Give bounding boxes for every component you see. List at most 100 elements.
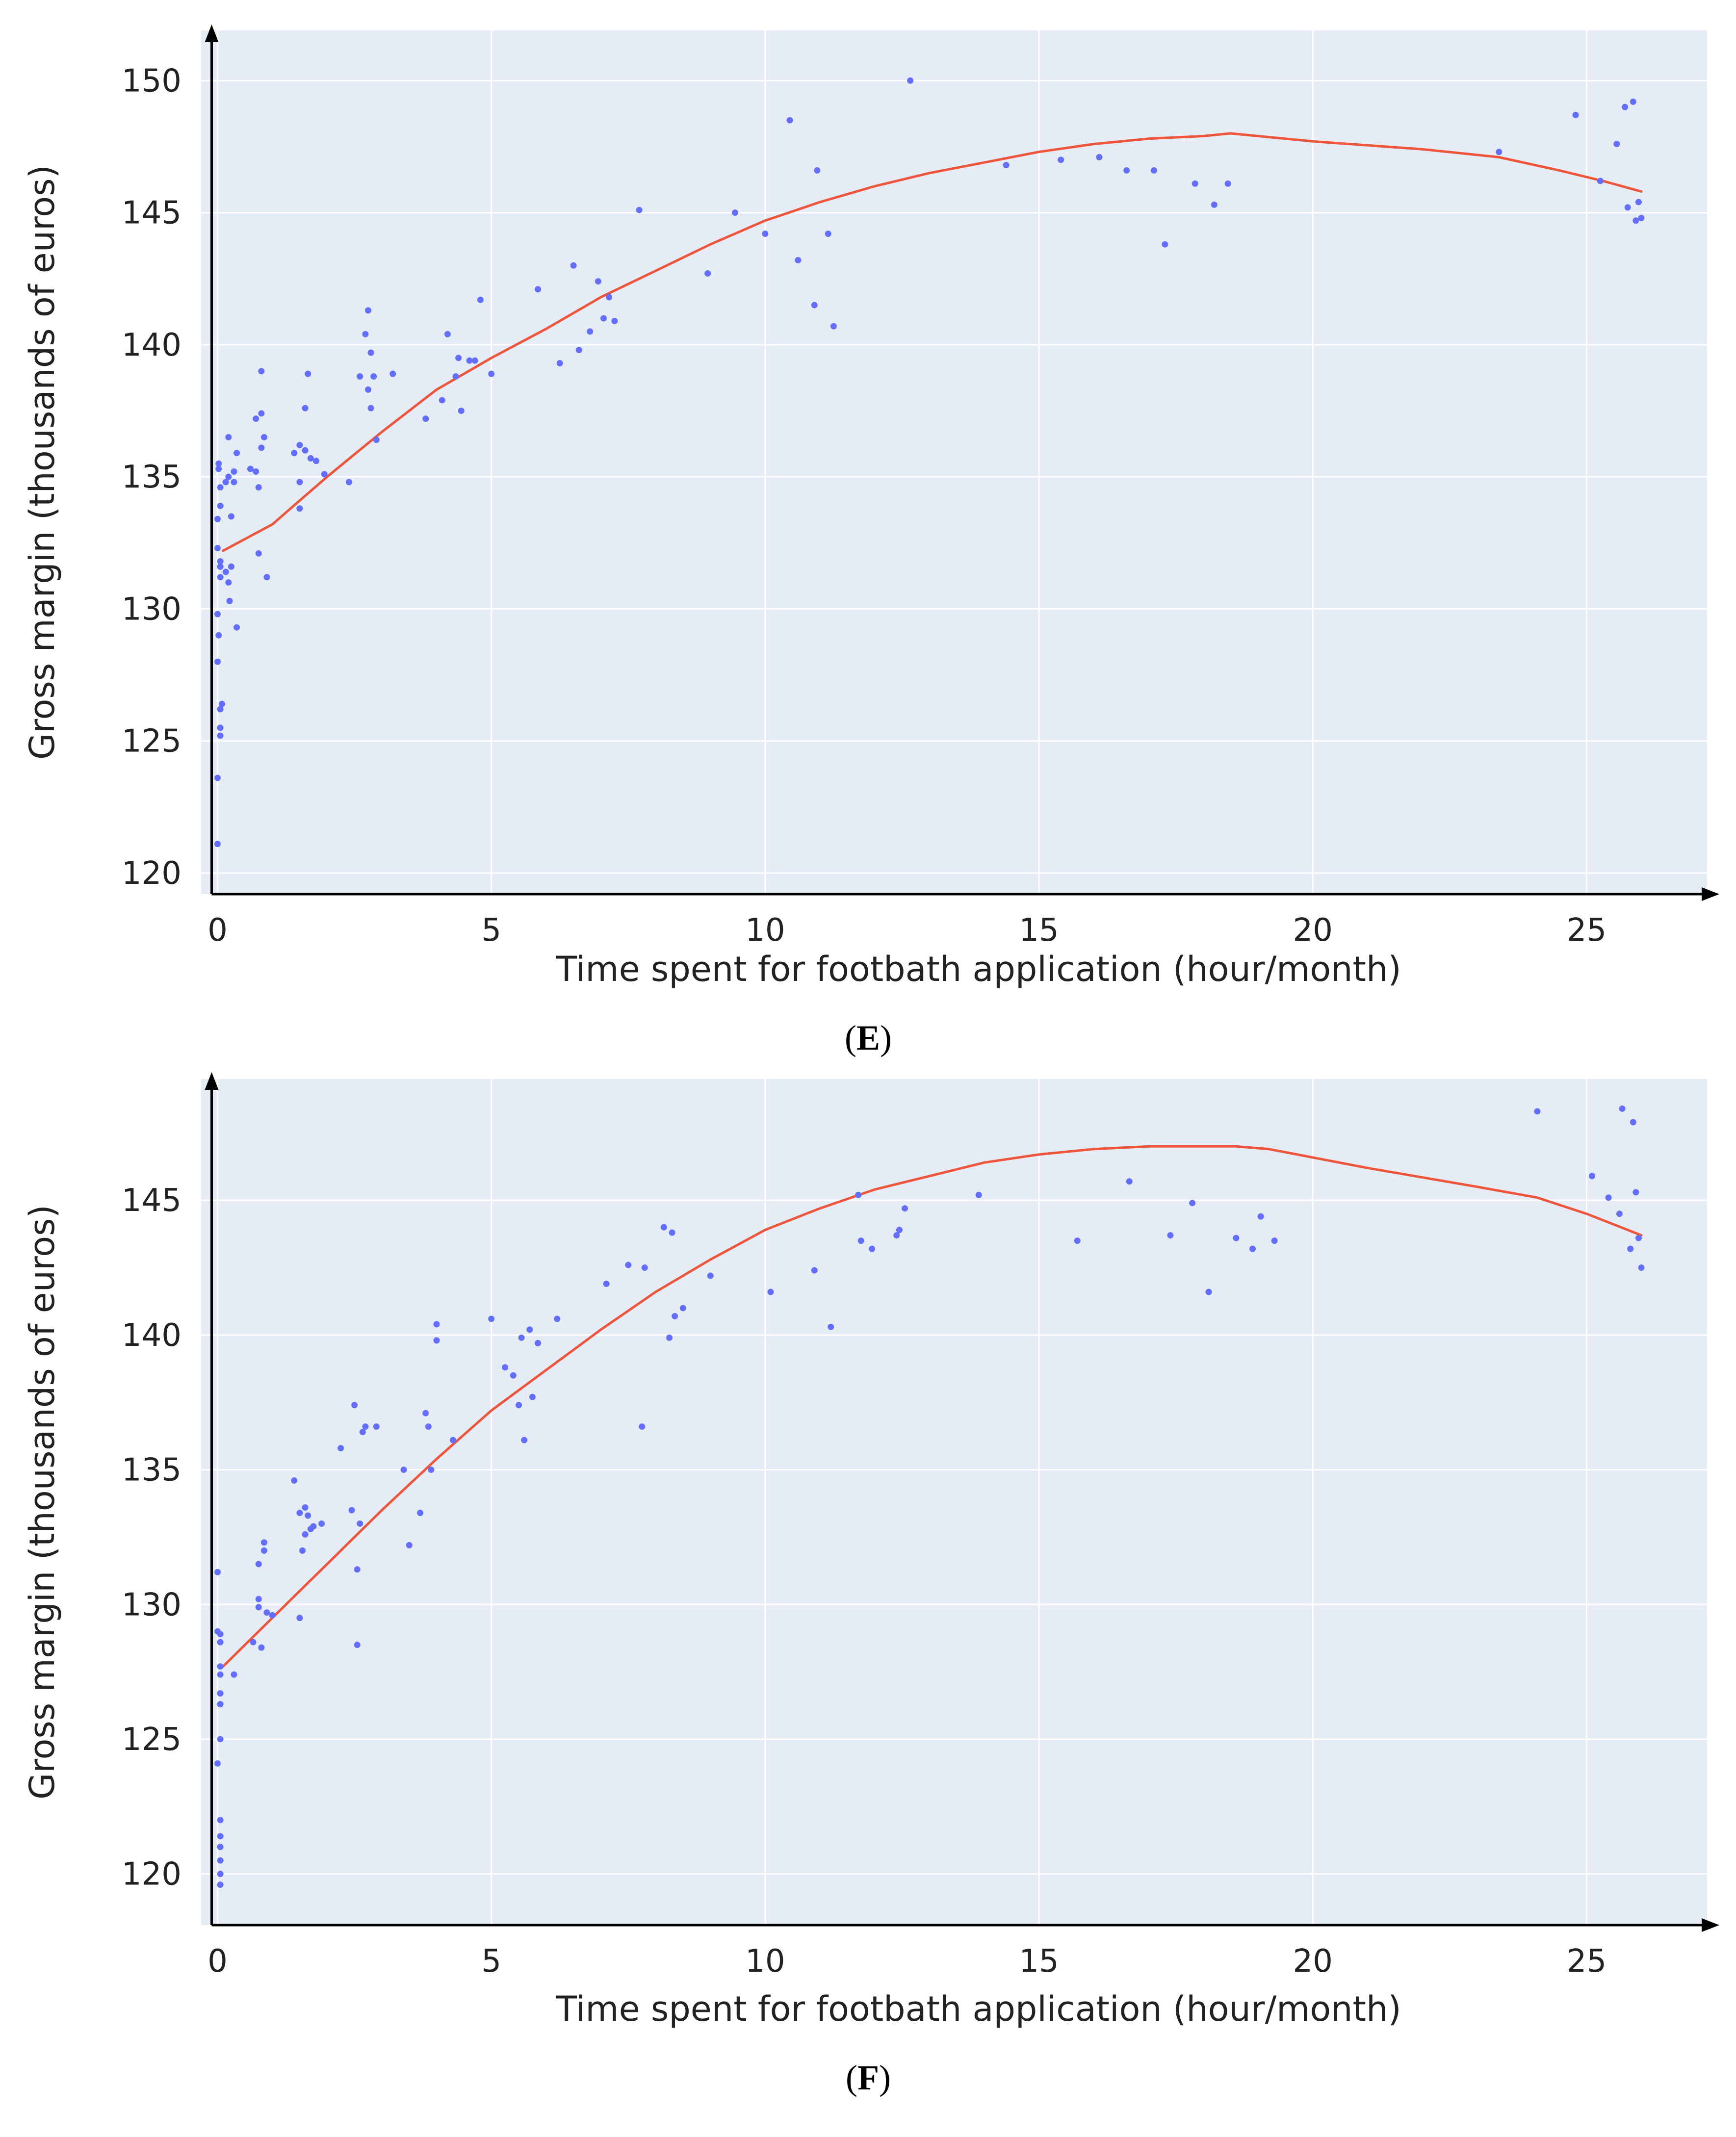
- panel-f-data-point-79: [869, 1245, 876, 1252]
- panel-e-data-point-95: [1162, 241, 1168, 248]
- panel-f-data-point-98: [1627, 1245, 1634, 1252]
- panel-f-data-point-45: [400, 1467, 407, 1473]
- panel-e-data-point-63: [452, 373, 459, 380]
- panel-f-data-point-52: [433, 1337, 440, 1344]
- panel-e-data-point-35: [258, 410, 265, 417]
- panel-e-data-point-66: [466, 357, 473, 364]
- panel-e-x-axis-arrow: [1702, 887, 1719, 901]
- panel-f-data-point-40: [354, 1642, 361, 1648]
- panel-e-data-point-107: [1635, 199, 1642, 206]
- panel-e-caption: (E): [845, 1018, 892, 1057]
- panel-f-data-point-12: [217, 1639, 224, 1646]
- panel-f-y-tick-label-2: 130: [122, 1587, 181, 1623]
- panel-e-data-point-29: [233, 624, 240, 631]
- panel-f-data-point-10: [217, 1671, 224, 1678]
- panel-e-data-point-55: [367, 349, 374, 356]
- panel-e-x-tick-label-2: 10: [745, 912, 785, 949]
- panel-f-data-point-85: [1126, 1178, 1133, 1185]
- panel-e-data-point-7: [215, 632, 222, 639]
- panel-e-data-point-9: [217, 574, 224, 581]
- panel-f-caption-letter: F: [857, 2058, 879, 2097]
- panel-e-data-point-106: [1632, 217, 1639, 224]
- panel-f-data-point-73: [707, 1272, 714, 1279]
- panel-e-data-point-50: [345, 479, 352, 486]
- panel-e-data-point-36: [258, 444, 265, 451]
- panel-f-y-axis-arrow: [205, 1072, 219, 1090]
- panel-f-data-point-49: [425, 1423, 432, 1430]
- panel-f-y-tick-label-1: 125: [122, 1722, 181, 1758]
- panel-e-data-point-13: [214, 515, 221, 522]
- panel-f-data-point-76: [828, 1323, 834, 1330]
- panel-e-y-tick-label-3: 135: [122, 459, 181, 495]
- panel-e-data-point-21: [225, 434, 232, 440]
- panel-f-data-point-44: [373, 1423, 380, 1430]
- panel-e-data-point-40: [291, 450, 298, 457]
- panel-e-data-point-37: [258, 368, 265, 375]
- panel-f-data-point-0: [217, 1881, 224, 1888]
- panel-f-data-point-20: [255, 1604, 262, 1611]
- panel-e-data-point-18: [222, 568, 229, 575]
- panel-e-data-point-108: [1638, 214, 1645, 221]
- panel-e-data-point-43: [296, 441, 303, 448]
- panel-f-data-point-22: [260, 1539, 267, 1546]
- panel-e-data-point-74: [587, 328, 594, 335]
- panel-e-data-point-41: [296, 479, 303, 486]
- panel-f-data-point-48: [422, 1410, 429, 1416]
- panel-f-data-point-74: [767, 1288, 774, 1295]
- panel-e-data-point-68: [477, 296, 484, 303]
- panel-f-data-point-95: [1605, 1194, 1612, 1201]
- panel-f-data-point-51: [433, 1321, 440, 1328]
- panel-f-axes: [205, 1072, 1719, 1932]
- panel-e-data-point-101: [1597, 178, 1604, 184]
- panel-f-data-point-80: [893, 1232, 900, 1239]
- panel-f-data-point-36: [337, 1445, 344, 1452]
- panel-f-data-point-97: [1619, 1105, 1626, 1112]
- panel-e-data-point-25: [228, 513, 234, 520]
- panel-f-y-axis-label: Gross margin (thousands of euros): [22, 1205, 62, 1800]
- panel-f-data-point-17: [250, 1639, 257, 1646]
- panel-e-data-point-96: [1192, 180, 1198, 187]
- panel-e-data-point-23: [226, 597, 233, 604]
- panel-e-data-point-19: [222, 479, 229, 486]
- panel-e-data-point-57: [370, 373, 377, 380]
- panel-e-caption-letter: E: [856, 1018, 880, 1057]
- panel-e-gridlines: [201, 30, 1707, 894]
- panel-f-y-tick-label-5: 145: [122, 1183, 181, 1219]
- panel-f-data-point-37: [348, 1507, 355, 1514]
- panel-e-data-point-92: [1096, 154, 1103, 160]
- panel-f-data-point-16: [231, 1671, 237, 1678]
- panel-e-y-tick-label-2: 130: [122, 591, 181, 627]
- panel-e-data-point-60: [422, 415, 429, 422]
- panel-e-x-tick-label-1: 5: [481, 912, 501, 949]
- panel-e-caption-open: (: [845, 1018, 856, 1057]
- panel-e-data-point-64: [455, 355, 462, 361]
- panel-e-data-point-10: [217, 558, 224, 565]
- panel-e-data-point-42: [296, 505, 303, 512]
- panel-e-data-point-3: [217, 724, 224, 731]
- panel-f-data-point-58: [518, 1334, 525, 1341]
- panel-f-caption-open: (: [846, 2058, 857, 2097]
- panel-e-data-point-87: [825, 231, 831, 237]
- panel-e-x-tick-label-4: 20: [1293, 912, 1332, 949]
- panel-f-data-point-99: [1630, 1119, 1636, 1126]
- panel-e-data-point-69: [488, 370, 495, 377]
- panel-e-x-tick-label-5: 25: [1567, 912, 1606, 949]
- panel-f-data-point-86: [1167, 1232, 1174, 1239]
- panel-f-data-point-69: [666, 1334, 673, 1341]
- panel-f-data-point-59: [521, 1437, 528, 1443]
- panel-f-y-tick-label-0: 120: [122, 1856, 181, 1893]
- panel-f-data-point-60: [526, 1326, 533, 1333]
- panel-f-data-point-23: [260, 1547, 267, 1554]
- panel-f-data-point-78: [857, 1237, 864, 1244]
- panel-f-x-tick-label-2: 10: [745, 1943, 785, 1980]
- panel-e-data-point-102: [1613, 141, 1620, 148]
- panel-e-fitted-curve: [222, 132, 1643, 552]
- panel-e-data-point-49: [321, 471, 328, 478]
- panel-e-data-point-76: [600, 315, 607, 322]
- panel-e-data-point-58: [373, 437, 380, 443]
- panel-e-data-point-94: [1150, 167, 1157, 174]
- panel-e-data-point-98: [1224, 180, 1231, 187]
- panel-e-data-point-31: [253, 468, 259, 475]
- panel-f-data-point-21: [258, 1644, 265, 1651]
- panel-f-x-tick-label-1: 5: [481, 1943, 501, 1980]
